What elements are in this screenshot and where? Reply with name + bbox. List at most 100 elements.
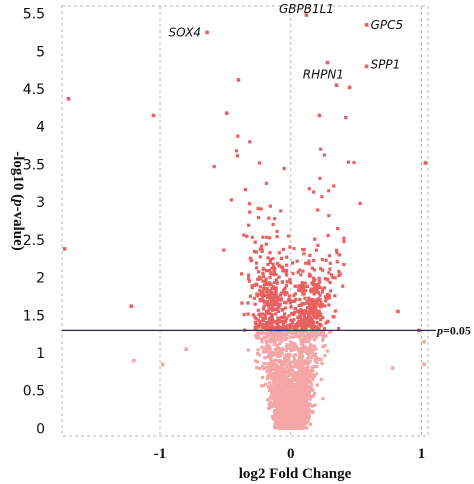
data-point <box>271 336 275 340</box>
data-point <box>273 358 277 362</box>
data-point <box>255 283 259 287</box>
data-point <box>294 307 298 311</box>
data-point <box>269 356 273 360</box>
data-point <box>274 321 278 325</box>
data-point <box>248 140 252 144</box>
data-point <box>258 161 262 165</box>
data-point <box>283 419 287 423</box>
data-point <box>296 390 300 394</box>
data-point <box>268 400 272 404</box>
data-point <box>308 413 312 417</box>
data-point <box>263 356 267 360</box>
data-point <box>263 366 268 370</box>
data-point <box>282 391 286 395</box>
data-point <box>291 406 295 410</box>
data-point <box>303 393 308 398</box>
data-point <box>336 227 340 231</box>
data-point <box>280 405 284 409</box>
data-point <box>266 309 270 313</box>
data-point <box>288 401 292 405</box>
data-point <box>306 368 310 372</box>
data-point <box>315 301 319 305</box>
y-tick-label: 4 <box>36 120 45 136</box>
data-point <box>313 237 317 241</box>
data-point <box>270 393 274 397</box>
data-point <box>282 395 286 399</box>
data-point <box>290 312 294 316</box>
data-point <box>333 294 337 298</box>
data-point <box>277 324 281 328</box>
data-point <box>267 322 271 326</box>
data-point <box>266 349 270 353</box>
data-point <box>327 214 331 218</box>
data-point <box>266 311 270 315</box>
y-axis-title-p: p <box>10 197 26 207</box>
data-point <box>260 345 264 349</box>
data-point <box>284 414 288 419</box>
data-point <box>312 190 316 194</box>
data-point <box>302 284 306 288</box>
data-point <box>301 269 305 273</box>
data-point <box>299 381 303 385</box>
data-point <box>296 398 300 402</box>
data-point <box>298 309 302 313</box>
data-point <box>292 247 296 251</box>
data-point <box>299 287 303 291</box>
data-point <box>273 410 277 414</box>
data-point <box>278 386 282 390</box>
data-point <box>273 373 277 377</box>
data-point <box>264 242 268 246</box>
data-point <box>271 401 275 405</box>
data-point <box>303 339 307 343</box>
data-point <box>274 272 278 277</box>
data-point <box>277 347 281 351</box>
data-point <box>304 385 308 389</box>
data-point <box>280 423 284 427</box>
data-point <box>274 368 278 372</box>
data-point <box>295 373 299 377</box>
data-point <box>270 414 275 419</box>
data-point <box>268 258 272 262</box>
data-point <box>262 283 266 287</box>
data-point <box>289 326 293 330</box>
data-point <box>279 370 283 374</box>
data-point <box>317 309 321 313</box>
data-point <box>315 365 319 369</box>
data-point <box>307 416 311 420</box>
data-point <box>306 373 311 377</box>
data-point <box>308 422 313 426</box>
data-point <box>301 338 305 342</box>
data-point <box>304 320 308 324</box>
data-point <box>275 327 279 331</box>
data-point <box>296 270 300 274</box>
data-point <box>266 292 270 296</box>
data-point <box>280 320 284 324</box>
data-point <box>285 411 289 415</box>
data-point <box>255 336 259 340</box>
data-point <box>256 270 261 274</box>
y-tick-label: 2.5 <box>23 233 45 249</box>
data-point <box>308 397 312 401</box>
data-point <box>299 273 303 277</box>
data-point <box>263 331 268 335</box>
data-point <box>222 248 226 252</box>
data-point <box>280 407 284 411</box>
data-point <box>293 363 297 367</box>
data-point <box>275 281 279 285</box>
data-point <box>313 392 317 396</box>
data-point <box>271 417 275 421</box>
data-point <box>274 278 278 282</box>
data-point <box>272 353 277 357</box>
data-point <box>311 378 315 382</box>
data-point <box>281 324 285 329</box>
data-point <box>326 234 330 238</box>
data-point <box>271 386 275 390</box>
data-point <box>285 255 289 259</box>
data-point <box>273 395 277 399</box>
data-point <box>285 376 289 380</box>
data-point <box>275 301 279 305</box>
data-point <box>273 267 277 271</box>
data-point <box>265 335 269 339</box>
data-point <box>311 309 315 314</box>
data-point <box>293 347 297 351</box>
